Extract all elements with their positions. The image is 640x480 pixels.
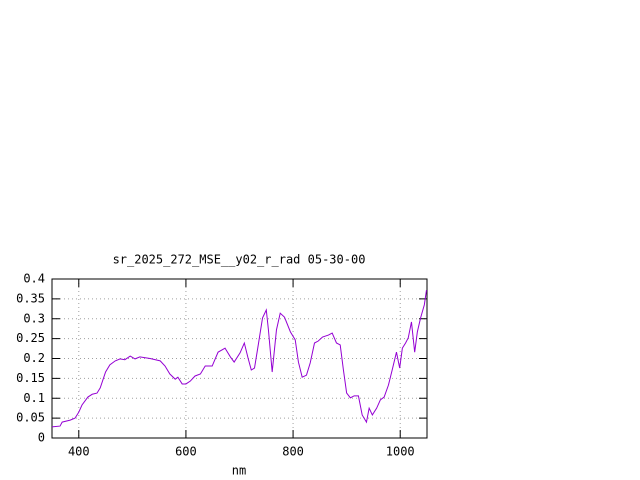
x-tick-label: 1000 (386, 445, 415, 459)
y-tick-label: 0.35 (16, 291, 45, 305)
data-line (51, 290, 427, 428)
y-tick-label: 0.15 (16, 371, 45, 385)
y-tick-label: 0.25 (16, 331, 45, 345)
y-tick-label: 0.1 (23, 391, 45, 405)
y-tick-label: 0.4 (23, 272, 45, 286)
y-tick-label: 0.2 (23, 351, 45, 365)
chart-title: sr_2025_272_MSE__y02_r_rad 05-30-00 (113, 253, 366, 267)
x-axis-label: nm (232, 464, 246, 478)
plot-border (51, 278, 428, 439)
x-tick-label: 400 (68, 445, 90, 459)
y-tick-label: 0.3 (23, 311, 45, 325)
y-tick-label: 0.05 (16, 411, 45, 425)
y-tick-label: 0 (38, 431, 45, 445)
x-tick-label: 800 (282, 445, 304, 459)
x-tick-label: 600 (175, 445, 197, 459)
